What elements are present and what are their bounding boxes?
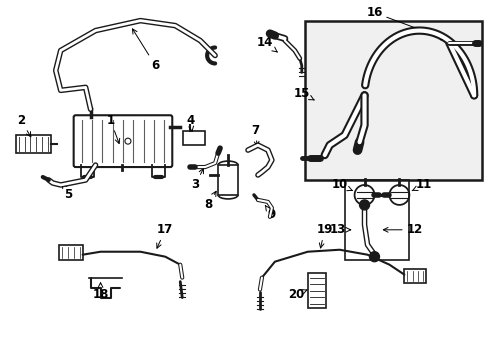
Text: 13: 13 — [329, 223, 350, 236]
Text: 16: 16 — [366, 6, 445, 40]
Text: 18: 18 — [92, 283, 108, 301]
Text: 1: 1 — [106, 114, 120, 144]
Text: 5: 5 — [62, 183, 73, 202]
Text: 10: 10 — [331, 179, 351, 192]
Text: 11: 11 — [411, 179, 431, 192]
Text: 12: 12 — [383, 223, 422, 236]
Text: 7: 7 — [250, 124, 259, 146]
Bar — [304, 21, 481, 180]
Text: 2: 2 — [17, 114, 31, 137]
Bar — [344, 180, 408, 260]
Text: 17: 17 — [157, 223, 173, 248]
Bar — [16, 135, 51, 153]
Text: 15: 15 — [293, 87, 313, 100]
Text: 19: 19 — [316, 223, 332, 248]
Text: 20: 20 — [287, 288, 306, 301]
Bar — [59, 245, 82, 260]
Text: 8: 8 — [203, 191, 216, 211]
Circle shape — [369, 252, 379, 262]
Bar — [218, 165, 238, 195]
FancyBboxPatch shape — [74, 115, 172, 167]
Bar — [183, 131, 205, 145]
Text: 6: 6 — [132, 29, 159, 72]
Text: 14: 14 — [256, 36, 277, 52]
Bar — [307, 273, 325, 307]
Bar — [404, 269, 426, 283]
Text: 4: 4 — [186, 114, 194, 131]
Circle shape — [359, 200, 369, 210]
Text: 9: 9 — [265, 206, 275, 221]
Text: 3: 3 — [191, 168, 203, 192]
